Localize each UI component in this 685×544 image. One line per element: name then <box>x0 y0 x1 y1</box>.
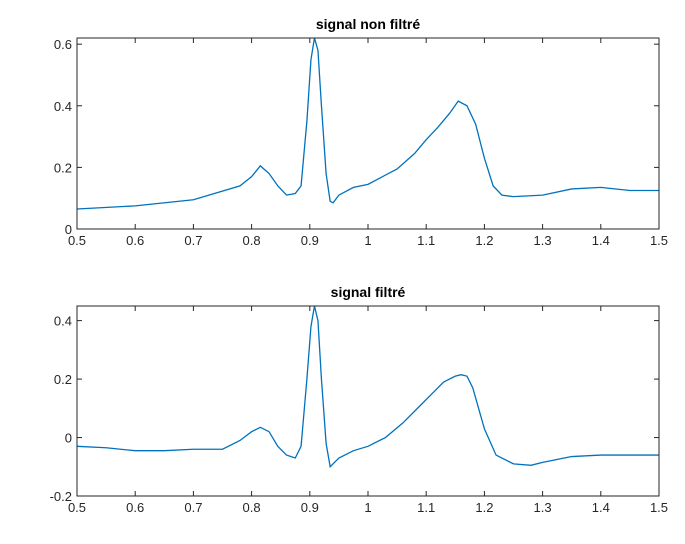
x-tick-label-top: 0.6 <box>126 233 144 248</box>
subplot-bottom-marks: 0.5 0.6 0.7 0.8 0.9 1 1.1 1.2 1.3 1.4 1.5 -0.2 0 0.2 0… <box>50 305 668 515</box>
y-tick-label-bottom: -0.2 <box>50 489 72 504</box>
subplot-top-title: signal non filtré <box>316 16 420 32</box>
x-tick-label-top: 1.5 <box>650 233 668 248</box>
y-tick-label-top: 0 <box>65 222 72 237</box>
subplot-top-marks: 0.5 0.6 0.7 0.8 0.9 1 1.1 1.2 1.3 1.4 1.5 0 0.2 0.4 0.… <box>54 37 668 248</box>
x-tick-label-top: 0.9 <box>301 233 319 248</box>
x-tick-label-bottom: 0.5 <box>68 500 86 515</box>
x-tick-label-top: 1 <box>364 233 371 248</box>
series-line-top-0 <box>76 37 659 210</box>
x-tick-label-top: 1.2 <box>475 233 493 248</box>
x-tick-label-top: 0.7 <box>184 233 202 248</box>
x-tick-label-bottom: 1 <box>364 500 371 515</box>
x-tick-label-bottom: 1.5 <box>650 500 668 515</box>
x-tick-label-bottom: 0.8 <box>243 500 261 515</box>
x-tick-label-bottom: 0.9 <box>301 500 319 515</box>
x-tick-label-bottom: 1.2 <box>475 500 493 515</box>
x-tick-label-top: 0.8 <box>243 233 261 248</box>
x-tick-label-top: 1.1 <box>417 233 435 248</box>
y-tick-label-top: 0.6 <box>54 37 72 52</box>
subplot-bottom-title: signal filtré <box>331 284 406 300</box>
x-tick-label-bottom: 0.7 <box>184 500 202 515</box>
y-tick-label-top: 0.4 <box>54 99 72 114</box>
y-tick-label-bottom: 0 <box>65 431 72 446</box>
y-tick-label-bottom: 0.2 <box>54 372 72 387</box>
x-tick-label-bottom: 1.4 <box>592 500 610 515</box>
y-tick-label-bottom: 0.4 <box>54 314 72 329</box>
subplot-bottom: signal filtré 0.5 0.6 0.7 0.8 0.9 1 1.1 1.2 1.3 1… <box>50 284 668 515</box>
x-tick-label-top: 0.5 <box>68 233 86 248</box>
y-tick-label-top: 0.2 <box>54 160 72 175</box>
series-line-bottom-0 <box>76 305 659 469</box>
x-tick-label-top: 1.4 <box>592 233 610 248</box>
x-tick-label-top: 1.3 <box>534 233 552 248</box>
x-tick-label-bottom: 1.1 <box>417 500 435 515</box>
x-tick-label-bottom: 0.6 <box>126 500 144 515</box>
subplot-top: signal non filtré 0.5 0.6 0.7 0.8 0.9 1 1.1 1.2… <box>54 16 668 248</box>
x-tick-label-bottom: 1.3 <box>534 500 552 515</box>
